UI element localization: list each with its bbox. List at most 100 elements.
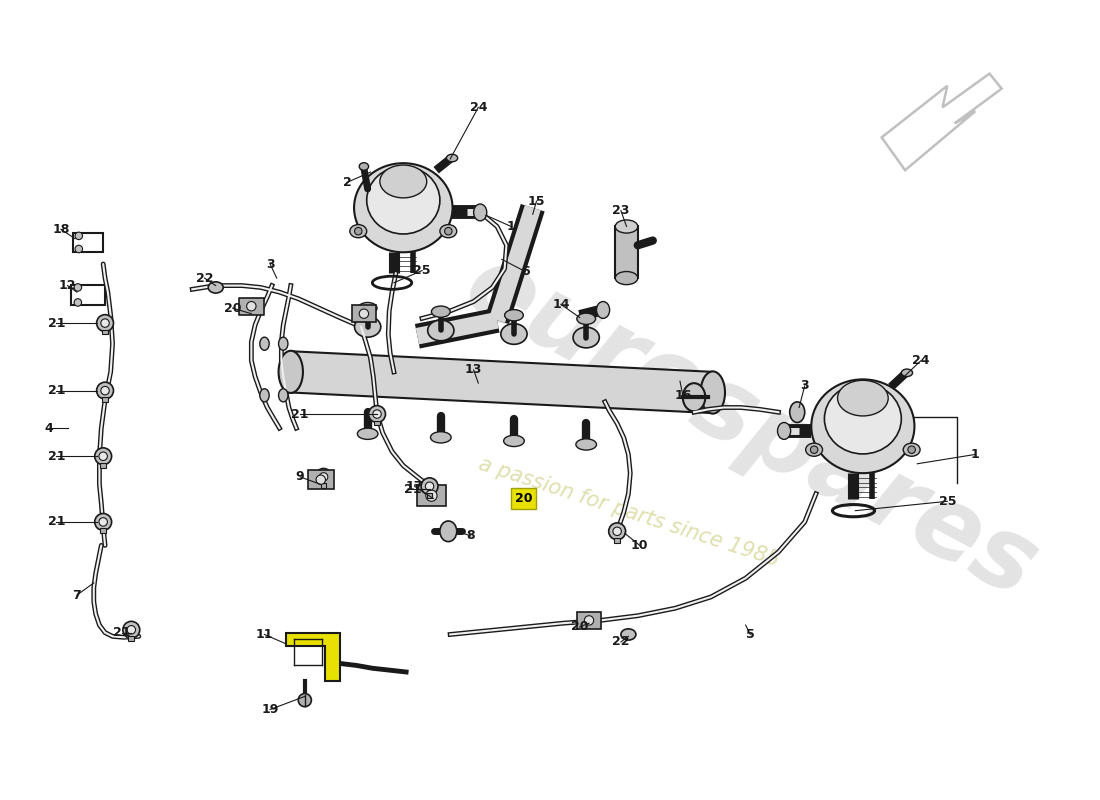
Text: 21: 21 [292,407,309,421]
Text: 21: 21 [47,450,65,462]
Ellipse shape [615,271,638,285]
Bar [374,421,379,426]
Bar [100,529,106,533]
Text: 1: 1 [971,448,980,461]
Circle shape [811,446,818,454]
Circle shape [97,314,113,331]
Bar [129,636,134,641]
Circle shape [75,246,82,253]
Bar [417,486,446,506]
Circle shape [95,514,111,530]
Ellipse shape [260,389,270,402]
Text: 18: 18 [53,223,69,236]
Text: 4: 4 [44,422,53,434]
Circle shape [128,626,135,634]
Text: 6: 6 [521,265,529,278]
Text: 20: 20 [223,302,241,314]
Ellipse shape [505,310,524,321]
Ellipse shape [837,380,888,416]
Text: 21: 21 [47,317,65,330]
Ellipse shape [350,225,366,238]
Text: 21: 21 [47,384,65,397]
Circle shape [426,482,433,490]
Ellipse shape [379,165,427,198]
Ellipse shape [596,302,609,318]
Ellipse shape [576,439,596,450]
Ellipse shape [824,383,901,454]
Ellipse shape [620,629,636,640]
Circle shape [315,469,332,486]
Text: 3: 3 [801,379,808,393]
Circle shape [74,298,81,306]
Ellipse shape [278,350,303,393]
Text: 25: 25 [938,494,956,508]
Circle shape [444,227,452,235]
Circle shape [99,452,108,461]
Text: 7: 7 [73,589,81,602]
Bar [74,233,103,252]
Ellipse shape [812,379,914,473]
Circle shape [95,448,111,465]
Ellipse shape [500,324,527,344]
Ellipse shape [428,320,454,341]
Bar [102,397,108,402]
Text: 21: 21 [404,482,421,496]
Bar [321,483,327,488]
Circle shape [97,382,113,399]
Circle shape [584,616,594,625]
Text: 25: 25 [414,264,431,277]
Text: 22: 22 [196,271,213,285]
Text: 11: 11 [255,628,273,641]
Ellipse shape [354,317,381,337]
Text: 14: 14 [552,298,570,311]
Text: 10: 10 [631,539,648,552]
Circle shape [360,309,368,318]
Circle shape [99,518,108,526]
Text: 15: 15 [528,194,546,208]
Text: 16: 16 [674,389,692,402]
Text: 20: 20 [571,621,588,634]
Circle shape [354,227,362,235]
Bar [615,226,638,278]
Ellipse shape [278,337,288,350]
Ellipse shape [778,422,791,439]
Ellipse shape [683,383,705,411]
Polygon shape [286,633,341,682]
Circle shape [74,284,81,291]
Text: 12: 12 [58,279,76,292]
Ellipse shape [447,154,458,162]
Ellipse shape [790,402,805,422]
Text: 13: 13 [465,363,482,377]
Ellipse shape [440,225,456,238]
Ellipse shape [805,443,823,456]
Bar [102,330,108,334]
Ellipse shape [358,428,378,439]
Bar [100,463,106,467]
Text: 5: 5 [746,628,755,641]
Circle shape [319,473,328,481]
Text: 20: 20 [515,492,532,505]
Text: eurospares: eurospares [449,237,1053,619]
Text: 21: 21 [47,515,65,529]
Bar [72,285,104,306]
Text: 22: 22 [612,635,629,649]
Text: 2: 2 [342,176,351,189]
Bar [427,493,432,498]
Text: 19: 19 [262,703,278,716]
Polygon shape [290,351,713,413]
Ellipse shape [504,435,525,446]
Ellipse shape [903,443,920,456]
Bar [352,306,376,322]
Ellipse shape [208,282,223,293]
Ellipse shape [430,432,451,443]
Text: a passion for parts since 1985: a passion for parts since 1985 [475,454,781,570]
Circle shape [316,475,326,485]
Circle shape [101,386,109,395]
Text: 24: 24 [912,354,930,367]
Ellipse shape [615,220,638,233]
Text: 1: 1 [507,220,516,233]
Text: 21: 21 [113,626,131,639]
Text: 9: 9 [296,470,305,483]
Ellipse shape [354,163,452,252]
Bar [239,298,264,314]
